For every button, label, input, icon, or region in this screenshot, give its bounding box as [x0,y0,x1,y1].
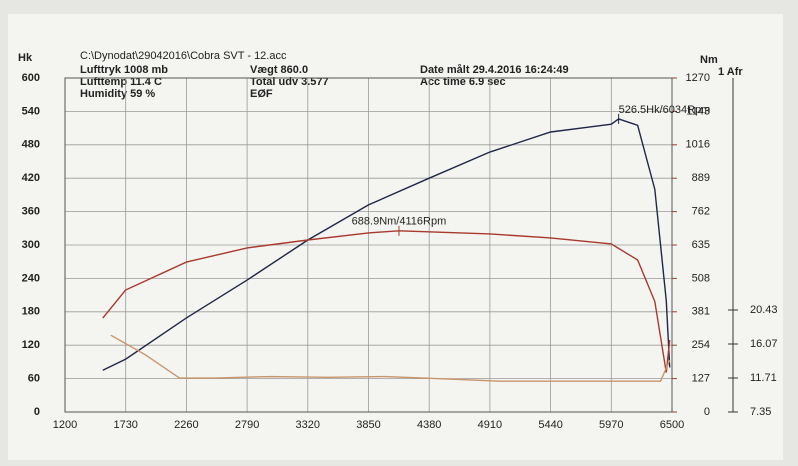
info-text: Date målt 29.4.2016 16:24:49 [420,64,569,76]
info-text: Lufttryk 1008 mb [80,64,168,76]
y3-tick-label: 16.07 [750,338,778,350]
info-text: EØF [250,88,273,100]
y2-tick-label: 1143 [686,105,710,117]
x-tick-label: 3320 [296,419,320,431]
y2-axis-label: Nm [700,54,718,66]
y2-tick-label: 635 [692,239,710,251]
x-tick-label: 2260 [174,419,198,431]
y2-tick-label: 127 [692,373,710,385]
y-tick-label: 180 [22,306,40,318]
y2-tick-label: 254 [692,339,710,351]
file-path: C:\Dynodat\29042016\Cobra SVT - 12.acc [80,50,287,62]
y2-tick-label: 381 [692,306,710,318]
y-tick-label: 600 [22,72,40,84]
y3-tick-label: 11.71 [750,372,777,384]
curve [110,334,671,382]
y-tick-label: 540 [22,105,40,117]
y-tick-label: 120 [22,339,40,351]
y2-tick-label: 762 [692,206,710,218]
x-tick-label: 2790 [235,419,259,431]
y-tick-label: 480 [22,139,40,151]
y-tick-label: 240 [22,272,40,284]
info-text: Acc time 6.9 sec [420,76,506,88]
y-tick-label: 60 [28,373,40,385]
y-axis-label: Hk [18,52,33,64]
y-tick-label: 300 [22,239,40,251]
x-tick-label: 1200 [53,419,77,431]
paper [8,14,783,460]
y3-tick-label: 20.43 [750,304,778,316]
info-text: Lufttemp 11.4 C [80,76,162,88]
y3-tick-label: 7.35 [750,406,771,418]
info-text: Humidity 59 % [80,88,155,100]
x-tick-label: 6500 [660,419,684,431]
x-tick-label: 1730 [113,419,137,431]
x-tick-label: 5970 [599,419,623,431]
x-tick-label: 3850 [356,419,380,431]
y-tick-label: 360 [22,206,40,218]
info-text: Total udv 3.577 [250,76,329,88]
y3-axis-label: 1 Afr [718,66,743,78]
y2-tick-label: 889 [692,172,710,184]
y2-tick-label: 0 [704,406,710,418]
y2-tick-label: 1016 [686,139,710,151]
info-text: Vægt 860.0 [250,64,308,76]
curve [102,118,671,371]
curve [102,230,671,373]
x-tick-label: 4380 [417,419,441,431]
annotation: 688.9Nm/4116Rpm [352,216,447,228]
x-tick-label: 4910 [478,419,502,431]
y-tick-label: 0 [34,406,40,418]
y2-tick-label: 508 [692,272,710,284]
x-tick-label: 5440 [538,419,562,431]
y-tick-label: 420 [22,172,40,184]
annotation: 526.5Hk/6034Rpm [619,104,711,116]
y2-tick-label: 1270 [686,72,710,84]
plot-frame [64,77,673,413]
